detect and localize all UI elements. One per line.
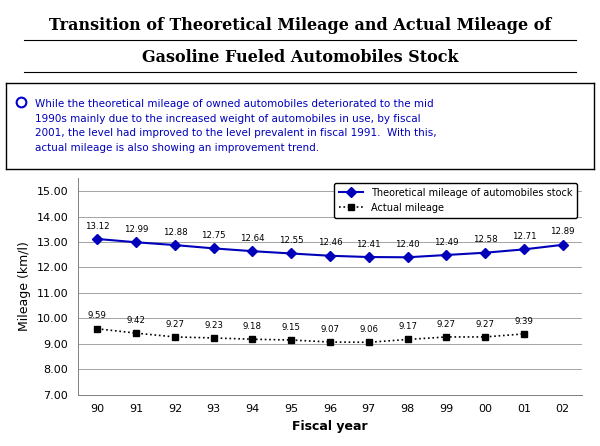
Theoretical mileage of automobiles stock bbox=[172, 242, 179, 248]
Actual mileage bbox=[249, 337, 256, 342]
Theoretical mileage of automobiles stock bbox=[210, 246, 217, 251]
Text: 12.40: 12.40 bbox=[395, 240, 420, 249]
Actual mileage bbox=[365, 339, 373, 345]
Theoretical mileage of automobiles stock bbox=[481, 250, 488, 256]
Text: 12.89: 12.89 bbox=[550, 227, 575, 236]
Line: Theoretical mileage of automobiles stock: Theoretical mileage of automobiles stock bbox=[94, 235, 566, 261]
Actual mileage bbox=[481, 334, 488, 339]
Text: 9.17: 9.17 bbox=[398, 322, 417, 331]
Actual mileage bbox=[520, 331, 527, 337]
Actual mileage bbox=[210, 335, 217, 341]
Y-axis label: Mileage (km/l): Mileage (km/l) bbox=[18, 242, 31, 331]
Text: 13.12: 13.12 bbox=[85, 222, 110, 231]
Actual mileage bbox=[443, 334, 450, 339]
Actual mileage bbox=[133, 330, 140, 336]
Theoretical mileage of automobiles stock bbox=[365, 254, 373, 260]
Theoretical mileage of automobiles stock bbox=[559, 242, 566, 248]
Text: 9.59: 9.59 bbox=[88, 311, 107, 321]
Text: Gasoline Fueled Automobiles Stock: Gasoline Fueled Automobiles Stock bbox=[142, 50, 458, 66]
Text: 12.75: 12.75 bbox=[202, 231, 226, 240]
Actual mileage bbox=[326, 339, 334, 345]
Theoretical mileage of automobiles stock bbox=[94, 236, 101, 242]
Text: 12.55: 12.55 bbox=[279, 236, 304, 245]
Text: 9.27: 9.27 bbox=[476, 320, 494, 329]
Text: 12.49: 12.49 bbox=[434, 238, 458, 247]
Text: 12.71: 12.71 bbox=[512, 232, 536, 241]
Text: 9.42: 9.42 bbox=[127, 316, 146, 325]
Theoretical mileage of automobiles stock bbox=[133, 240, 140, 245]
Text: While the theoretical mileage of owned automobiles deteriorated to the mid
1990s: While the theoretical mileage of owned a… bbox=[35, 99, 437, 153]
Theoretical mileage of automobiles stock bbox=[404, 255, 411, 260]
Text: 9.18: 9.18 bbox=[243, 322, 262, 331]
Text: 12.58: 12.58 bbox=[473, 235, 497, 244]
Line: Actual mileage: Actual mileage bbox=[94, 325, 527, 346]
Actual mileage bbox=[404, 337, 411, 342]
Legend: Theoretical mileage of automobiles stock, Actual mileage: Theoretical mileage of automobiles stock… bbox=[334, 183, 577, 218]
Text: 9.15: 9.15 bbox=[282, 322, 301, 332]
X-axis label: Fiscal year: Fiscal year bbox=[292, 420, 368, 433]
Theoretical mileage of automobiles stock bbox=[326, 253, 334, 258]
Text: 12.88: 12.88 bbox=[163, 228, 187, 237]
Text: 9.06: 9.06 bbox=[359, 325, 378, 334]
Text: 12.99: 12.99 bbox=[124, 225, 148, 234]
Text: 9.27: 9.27 bbox=[437, 320, 456, 329]
Text: 9.23: 9.23 bbox=[204, 321, 223, 330]
Text: 12.64: 12.64 bbox=[240, 234, 265, 243]
Theoretical mileage of automobiles stock bbox=[443, 252, 450, 258]
Actual mileage bbox=[172, 334, 179, 339]
Theoretical mileage of automobiles stock bbox=[520, 247, 527, 252]
Text: 12.46: 12.46 bbox=[317, 239, 343, 248]
Actual mileage bbox=[287, 337, 295, 343]
Text: 12.41: 12.41 bbox=[356, 240, 381, 249]
Theoretical mileage of automobiles stock bbox=[287, 251, 295, 256]
Text: 9.07: 9.07 bbox=[320, 325, 340, 334]
Text: 9.27: 9.27 bbox=[166, 320, 184, 329]
Theoretical mileage of automobiles stock bbox=[249, 248, 256, 254]
Actual mileage bbox=[94, 326, 101, 331]
Text: 9.39: 9.39 bbox=[514, 317, 533, 326]
Text: Transition of Theoretical Mileage and Actual Mileage of: Transition of Theoretical Mileage and Ac… bbox=[49, 17, 551, 34]
